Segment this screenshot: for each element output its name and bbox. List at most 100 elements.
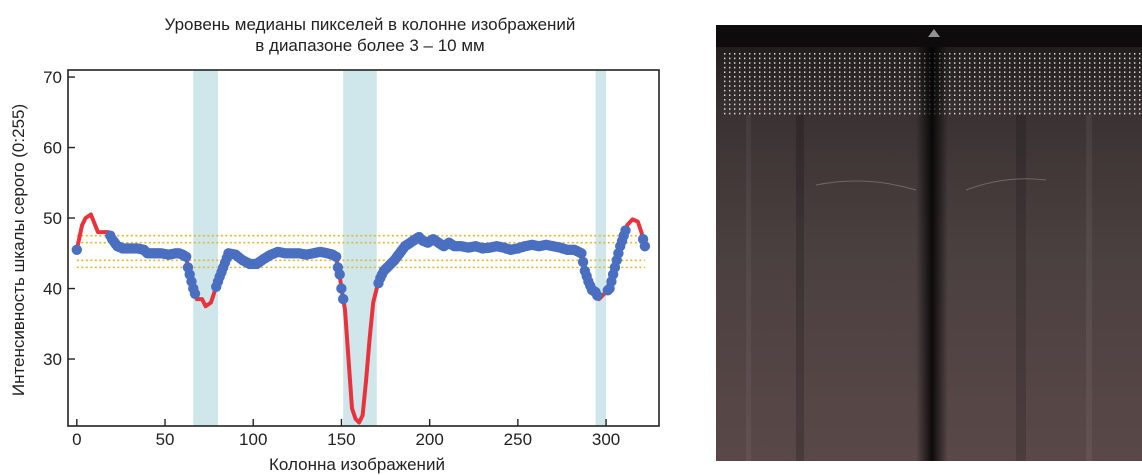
scan-dot — [1004, 71, 1006, 73]
scan-dot — [979, 112, 981, 115]
scan-dot — [799, 85, 801, 87]
data-point — [620, 225, 631, 236]
scan-dot — [769, 57, 771, 60]
scan-dot — [724, 94, 726, 96]
scan-dot — [1119, 76, 1121, 78]
scan-dot — [749, 85, 751, 87]
scan-dot — [884, 94, 886, 96]
scan-dot — [1014, 53, 1016, 55]
scan-dot — [1044, 71, 1046, 73]
scan-dot — [974, 108, 976, 110]
scan-dot — [1134, 94, 1136, 96]
scan-dot — [1089, 103, 1091, 106]
scan-dot — [954, 76, 956, 78]
scan-dot — [869, 53, 871, 55]
scan-dot — [1109, 57, 1111, 60]
scan-dot — [1029, 108, 1031, 110]
scan-dot — [1054, 103, 1056, 106]
scan-dot — [1064, 108, 1066, 110]
scan-dot — [1089, 80, 1091, 83]
scan-dot — [749, 76, 751, 78]
scan-dot — [1019, 71, 1021, 73]
scan-dot — [1049, 53, 1051, 55]
scan-dot — [979, 99, 981, 101]
scan-dot — [849, 103, 851, 106]
scan-dot — [779, 62, 781, 64]
scan-dot — [839, 53, 841, 55]
scan-dot — [1014, 99, 1016, 101]
scan-dot — [994, 53, 996, 55]
scan-dot — [789, 108, 791, 110]
scan-dot — [1034, 57, 1036, 60]
scan-dot — [1124, 94, 1126, 96]
scan-dot — [1024, 62, 1026, 64]
scan-dot — [799, 112, 801, 115]
scan-dot — [824, 76, 826, 78]
scan-dot — [824, 99, 826, 101]
scan-dot — [799, 62, 801, 64]
scan-dot — [994, 62, 996, 64]
scan-dot — [1044, 89, 1046, 92]
scan-dot — [859, 99, 861, 101]
scan-dot — [1044, 80, 1046, 83]
scan-dot — [1124, 62, 1126, 64]
scan-dot — [1104, 53, 1106, 55]
scan-dot — [894, 76, 896, 78]
scan-dot — [874, 85, 876, 87]
scan-dot — [1109, 108, 1111, 110]
scan-dot — [854, 76, 856, 78]
scan-dot — [914, 108, 916, 110]
scan-dot — [1089, 66, 1091, 69]
scan-dot — [949, 66, 951, 69]
scan-dot — [1039, 99, 1041, 101]
scan-dot — [814, 71, 816, 73]
scan-dot — [989, 94, 991, 96]
scan-dot — [954, 66, 956, 69]
x-tick-label: 0 — [72, 430, 81, 449]
scan-dot — [839, 89, 841, 92]
scan-dot — [969, 94, 971, 96]
scan-dot — [794, 108, 796, 110]
scan-dot — [889, 57, 891, 60]
scan-dot — [819, 66, 821, 69]
scan-dot — [814, 85, 816, 87]
scan-dot — [869, 71, 871, 73]
scan-dot — [1019, 62, 1021, 64]
scan-dot — [814, 57, 816, 60]
scan-dot — [729, 76, 731, 78]
scan-dot — [844, 57, 846, 60]
scan-dot — [879, 80, 881, 83]
scan-dot — [829, 57, 831, 60]
scan-dot — [969, 112, 971, 115]
scan-dot — [1124, 112, 1126, 115]
scan-dot — [739, 99, 741, 101]
scan-dot — [739, 85, 741, 87]
scan-dot — [1019, 85, 1021, 87]
scan-dot — [744, 62, 746, 64]
scan-dot — [1089, 53, 1091, 55]
scan-dot — [879, 112, 881, 115]
scan-dot — [1139, 103, 1141, 106]
scan-dot — [994, 57, 996, 60]
scan-dot — [789, 53, 791, 55]
scan-dot — [909, 112, 911, 115]
scan-dot — [859, 62, 861, 64]
scan-dot — [1094, 57, 1096, 60]
scan-dot — [839, 57, 841, 60]
scan-dot — [834, 57, 836, 60]
scan-dot — [774, 76, 776, 78]
scan-dot — [839, 108, 841, 110]
scan-dot — [1104, 85, 1106, 87]
scan-dot — [1004, 76, 1006, 78]
scan-dot — [884, 57, 886, 60]
scan-dot — [724, 85, 726, 87]
scan-dot — [739, 66, 741, 69]
scan-dot — [724, 66, 726, 69]
scan-dot — [999, 80, 1001, 83]
scan-dot — [1059, 85, 1061, 87]
scan-dot — [1129, 62, 1131, 64]
scan-dot — [1139, 66, 1141, 69]
scan-dot — [1089, 62, 1091, 64]
scan-dot — [859, 89, 861, 92]
scan-dot — [829, 62, 831, 64]
